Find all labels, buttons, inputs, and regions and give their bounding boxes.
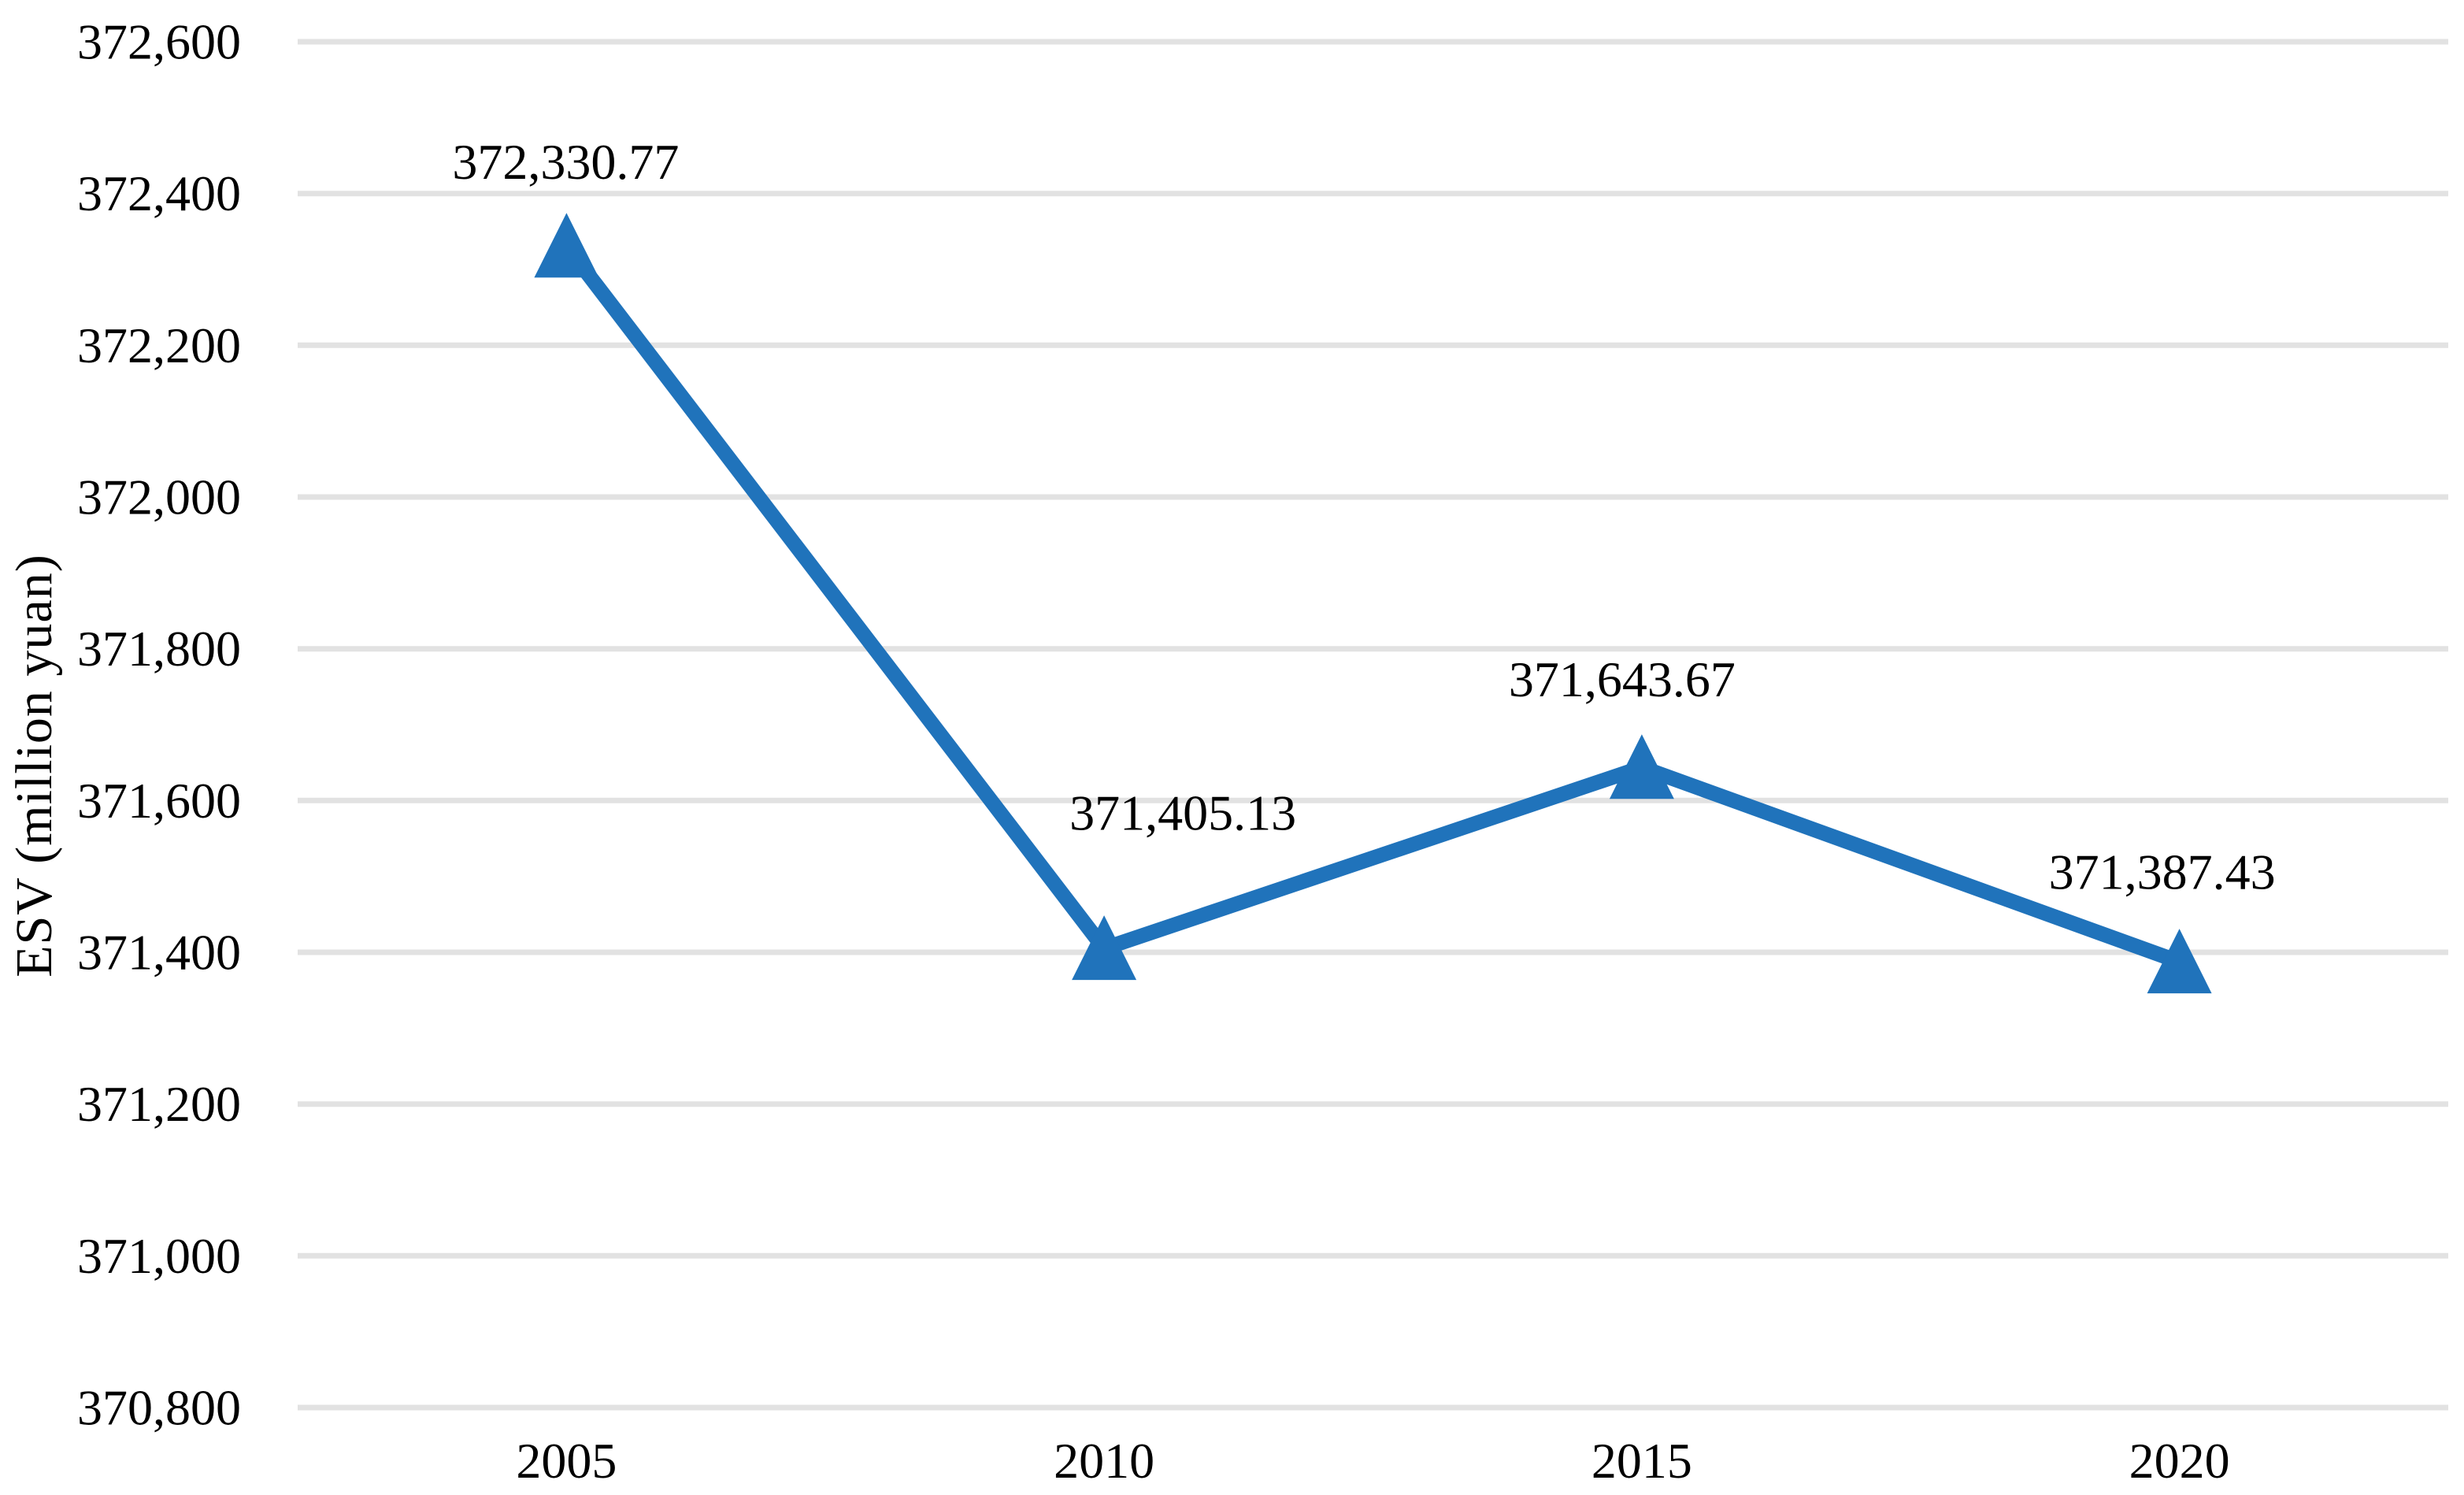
x-axis-tick-label: 2005 xyxy=(516,1433,617,1489)
y-axis-tick-label: 372,000 xyxy=(77,469,241,525)
esv-series-line xyxy=(560,241,2182,970)
triangle-marker-icon xyxy=(1609,734,1674,799)
triangle-marker-icon xyxy=(1072,915,1137,981)
triangle-marker-icon xyxy=(534,213,599,278)
y-axis-tick-label: 372,600 xyxy=(77,14,241,70)
y-axis-tick-label: 371,400 xyxy=(77,925,241,981)
data-label: 371,643.67 xyxy=(1509,651,1736,707)
data-label: 371,387.43 xyxy=(2049,844,2276,900)
data-label: 372,330.77 xyxy=(452,134,679,190)
y-axis-tick-label: 371,800 xyxy=(77,621,241,677)
y-axis-tick-label: 372,200 xyxy=(77,317,241,373)
x-axis-tick-label: 2020 xyxy=(2129,1433,2230,1489)
y-axis-tick-label: 370,800 xyxy=(77,1380,241,1436)
x-axis-tick-label: 2015 xyxy=(1591,1433,1692,1489)
y-axis-tick-label: 371,200 xyxy=(77,1076,241,1132)
y-axis-tick-label: 372,400 xyxy=(77,165,241,221)
triangle-marker-icon xyxy=(2147,929,2212,994)
x-axis-tick-label: 2010 xyxy=(1054,1433,1154,1489)
y-axis-tick-label: 371,000 xyxy=(77,1228,241,1284)
y-axis-tick-label: 371,600 xyxy=(77,773,241,829)
data-label: 371,405.13 xyxy=(1069,785,1296,841)
